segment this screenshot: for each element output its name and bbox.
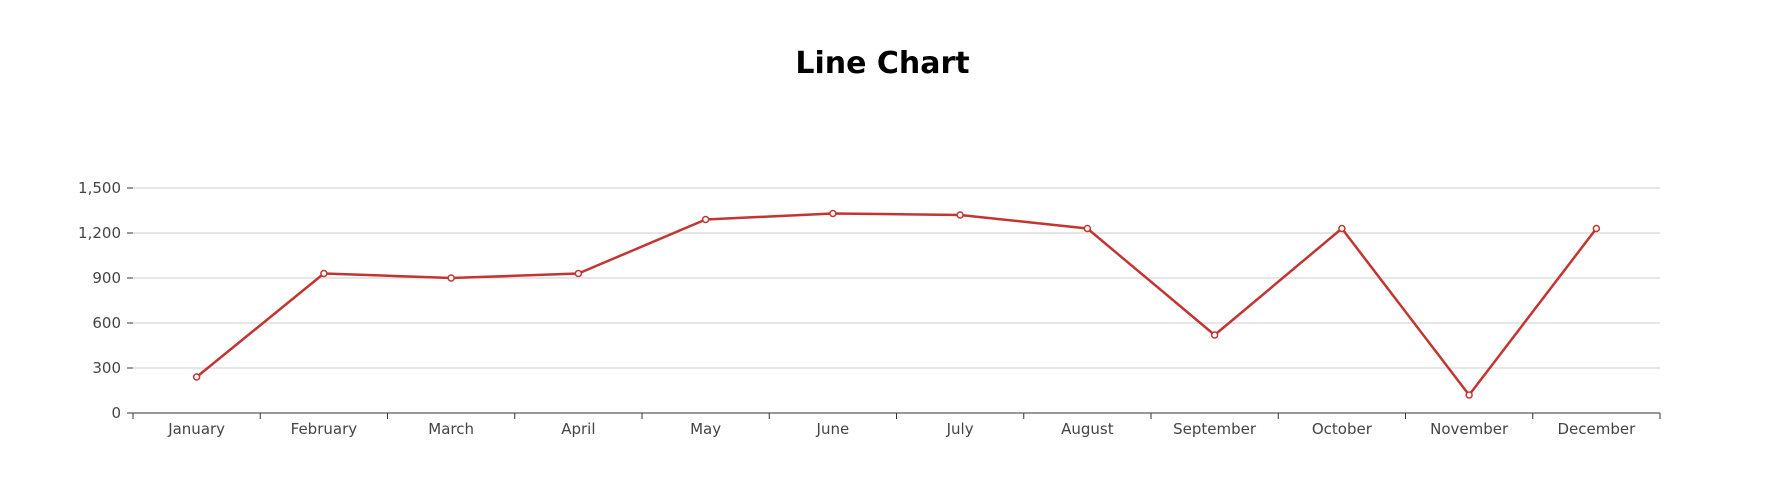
y-tick-label: 300 (92, 359, 121, 377)
x-tick-label: October (1312, 420, 1373, 438)
data-point (1465, 391, 1473, 399)
grid-lines (133, 187, 1660, 369)
x-tick-label: January (167, 420, 225, 438)
x-tick-label: May (690, 420, 721, 438)
x-tick-label: August (1061, 420, 1114, 438)
y-axis: 0 300 600 900 1,200 1,500 (78, 179, 133, 422)
series-line-group (195, 212, 1598, 397)
data-point (829, 209, 837, 218)
data-point (320, 269, 328, 278)
data-point (447, 274, 455, 282)
y-tick-label: 600 (92, 314, 121, 332)
data-point (1210, 331, 1219, 339)
data-points (192, 209, 1601, 399)
data-point (1592, 224, 1601, 233)
data-point (192, 373, 201, 381)
y-tick-label: 900 (92, 269, 121, 287)
y-tick-label: 0 (111, 404, 121, 422)
x-axis: January February March April May June July Augu… (132, 412, 1661, 438)
x-tick-label: September (1173, 420, 1257, 438)
data-point (956, 211, 964, 219)
series-line (195, 212, 1598, 397)
y-tick-label: 1,200 (78, 224, 121, 242)
x-tick-label: February (291, 420, 358, 438)
y-tick-label: 1,500 (78, 179, 121, 197)
x-tick-label: April (561, 420, 595, 438)
data-point (574, 269, 583, 278)
x-tick-label: November (1430, 420, 1509, 438)
data-point (1338, 224, 1346, 233)
x-tick-label: March (428, 420, 474, 438)
data-point (1083, 224, 1092, 233)
x-tick-label: December (1557, 420, 1636, 438)
chart-title: Line Chart (795, 46, 970, 81)
x-tick-label: July (946, 420, 974, 438)
data-point (701, 215, 710, 224)
x-tick-label: June (816, 420, 850, 438)
